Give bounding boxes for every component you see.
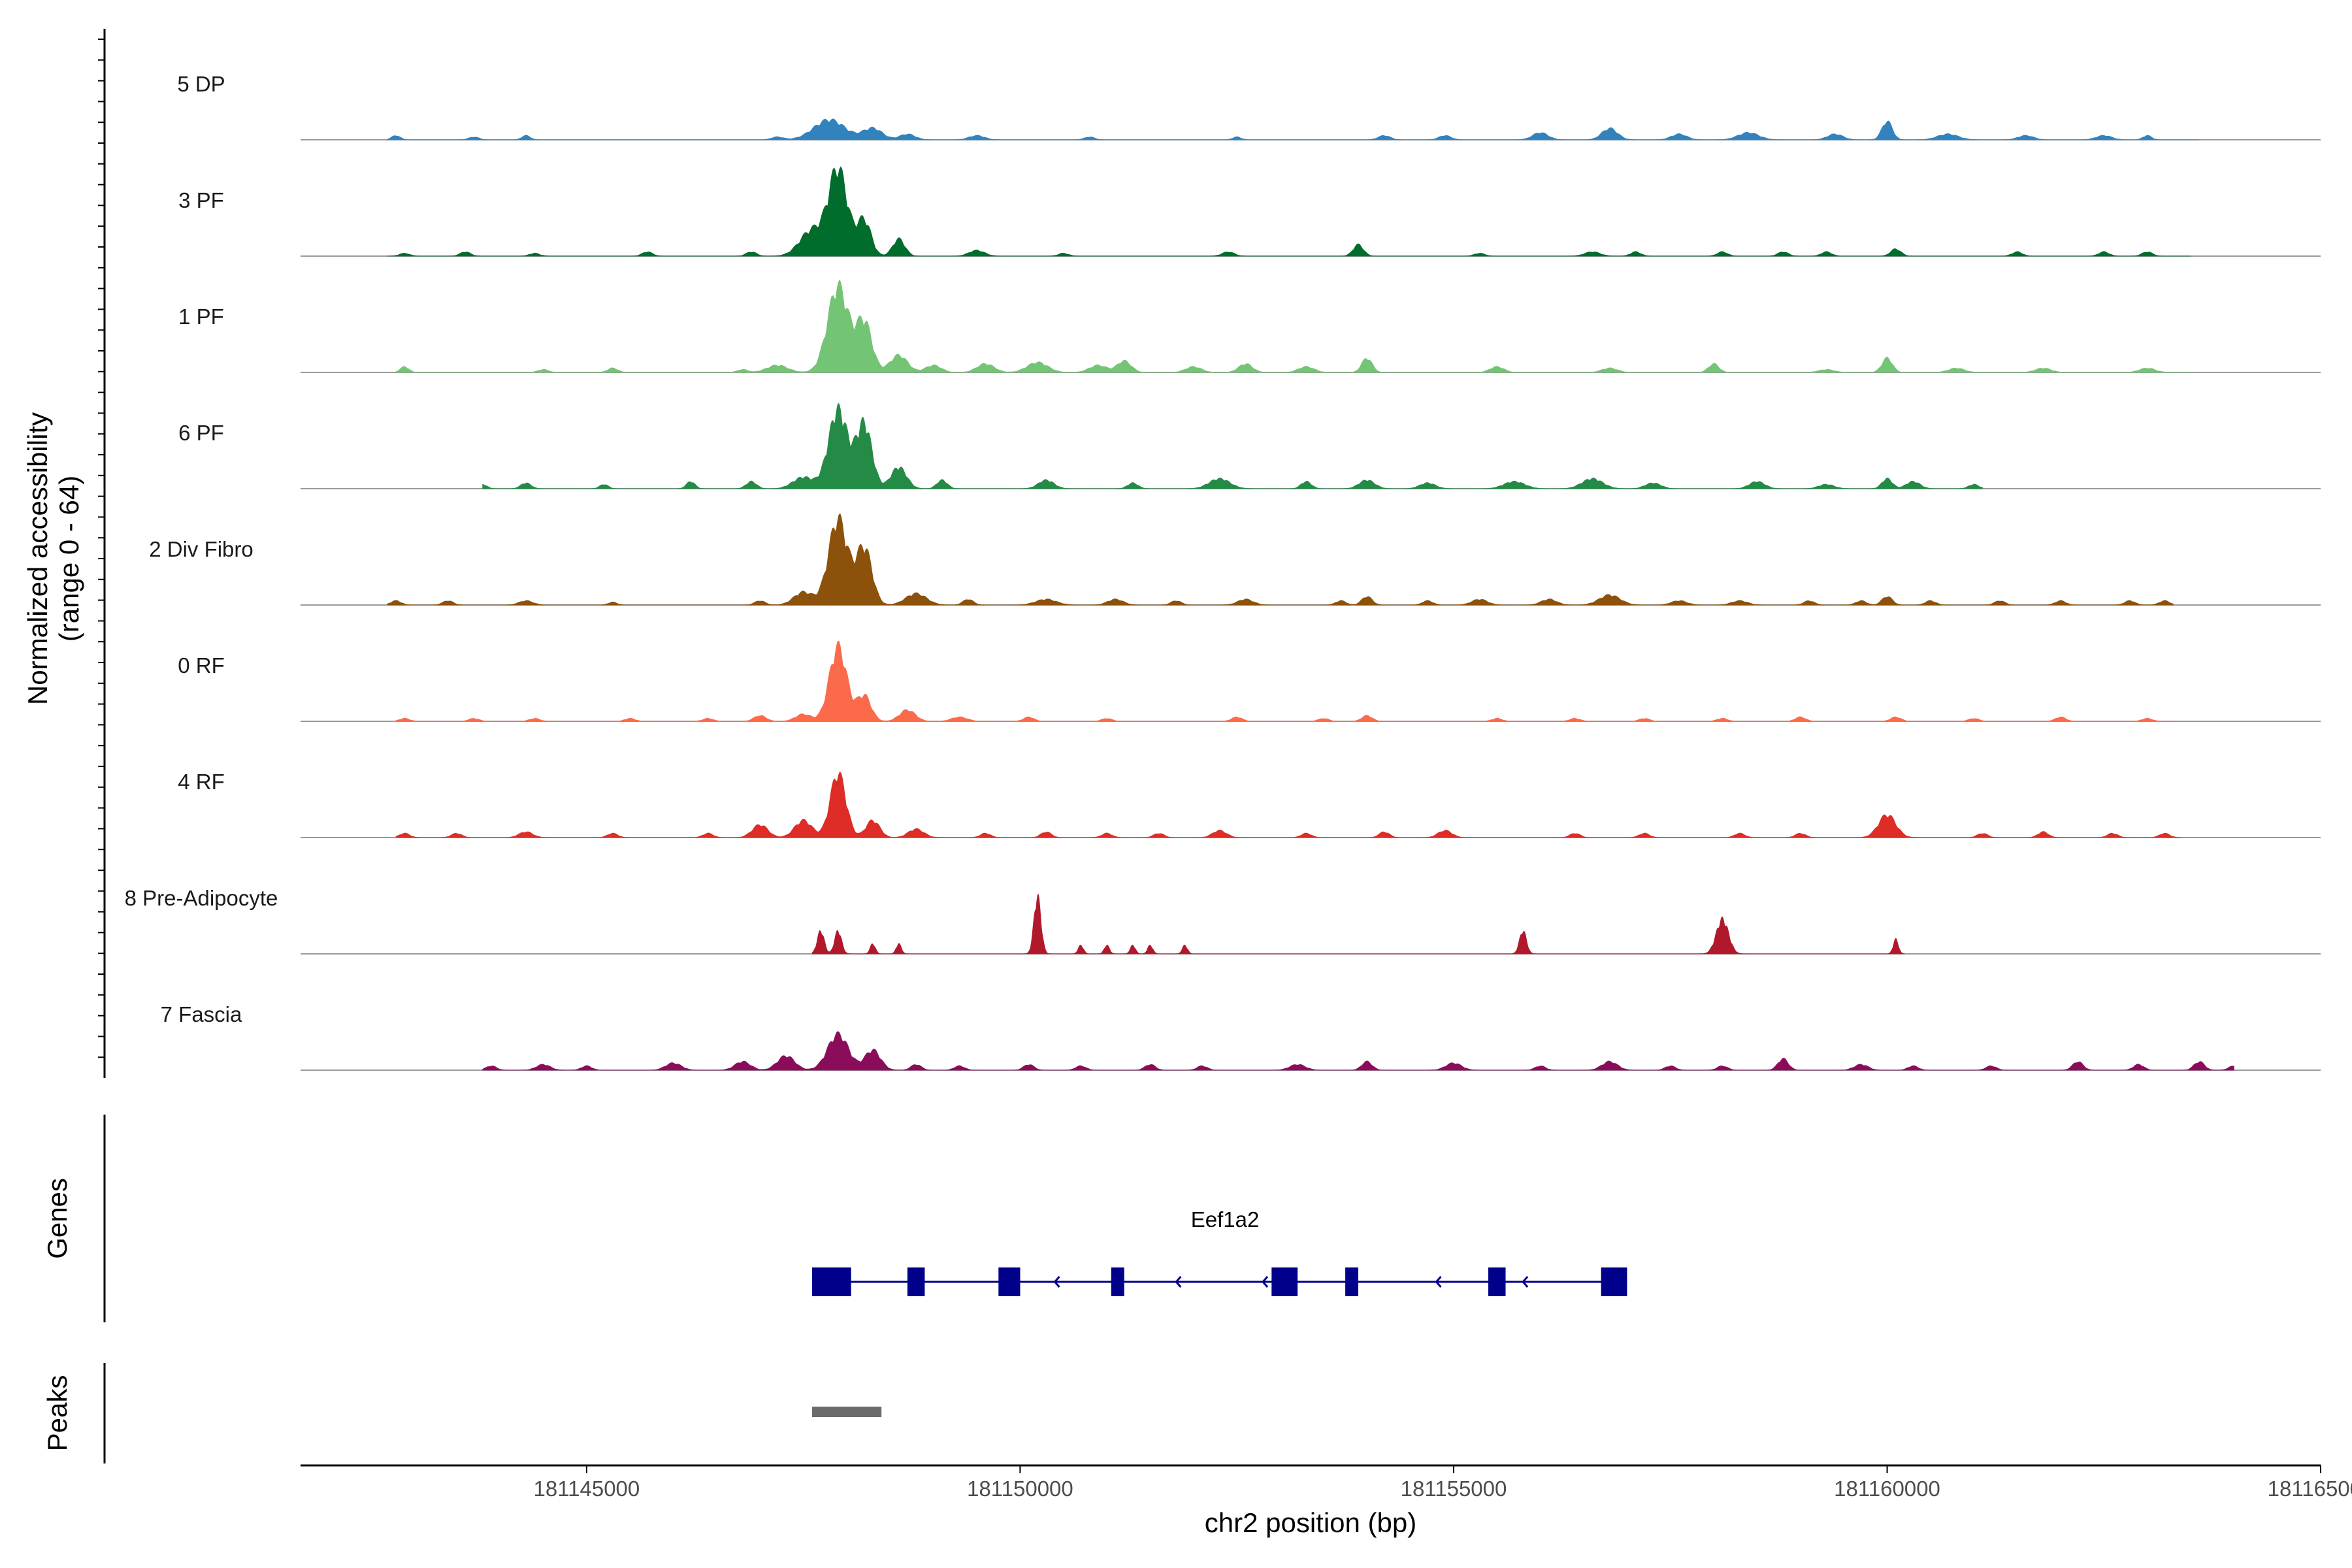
x-tick-label: 181165000 (2268, 1477, 2352, 1501)
x-tick-label: 181160000 (1834, 1477, 1940, 1501)
track-label: 3 PF (178, 188, 224, 212)
track-3: 1 PF (178, 279, 2321, 373)
gene-exon (1271, 1267, 1298, 1296)
coverage-area (811, 894, 1905, 955)
peaks-axis-title: Peaks (42, 1375, 73, 1452)
x-tick-label: 181150000 (967, 1477, 1073, 1501)
gene-exon (1601, 1267, 1627, 1296)
gene-exon (907, 1267, 925, 1296)
x-tick-label: 181145000 (534, 1477, 640, 1501)
track-5: 2 Div Fibro (149, 513, 2321, 606)
track-label: 7 Fascia (161, 1002, 242, 1026)
track-8: 8 Pre-Adipocyte (125, 886, 2321, 955)
gene-exon (1345, 1267, 1358, 1296)
y-axis-title-line1: Normalized accessibility (22, 412, 53, 705)
x-axis-ticks: 181145000 181150000 181155000 181160000 1811… (534, 1465, 2352, 1501)
tracks-layer: 5 DP 3 PF 1 PF 6 PF 2 Div Fibro 0 RF 4 RF 8 Pre… (125, 72, 2321, 1071)
track-label: 8 Pre-Adipocyte (125, 886, 278, 910)
coverage-area (387, 513, 2174, 606)
coverage-y-axis-ticks (98, 39, 105, 1058)
track-6: 0 RF (178, 640, 2321, 722)
track-1: 5 DP (177, 72, 2321, 140)
gene-strand-arrow (1053, 1276, 1060, 1288)
peak-region (812, 1407, 882, 1417)
gene-exon (998, 1267, 1021, 1296)
gene-strand-arrow (1175, 1276, 1182, 1288)
track-label: 0 RF (178, 653, 225, 678)
gene-strand-arrow (1522, 1276, 1529, 1288)
peaks-track (812, 1407, 882, 1417)
gene-exon (1111, 1267, 1124, 1296)
gene-strand-arrow (1262, 1276, 1269, 1288)
coverage-area (387, 118, 2200, 140)
track-7: 4 RF (178, 770, 2321, 838)
x-axis-title: chr2 position (bp) (1205, 1507, 1417, 1538)
track-label: 1 PF (178, 304, 224, 329)
track-label: 6 PF (178, 421, 224, 445)
y-axis-title-line2: (range 0 - 64) (54, 476, 84, 642)
track-2: 3 PF (178, 166, 2321, 257)
x-tick-label: 181155000 (1401, 1477, 1507, 1501)
coverage-area (387, 166, 2191, 257)
track-4: 6 PF (178, 402, 2321, 489)
track-label: 4 RF (178, 770, 225, 794)
coverage-area (482, 1031, 2234, 1071)
coverage-area (395, 771, 2182, 838)
gene-model (811, 1267, 1627, 1296)
gene-name-label: Eef1a2 (1191, 1207, 1260, 1232)
genes-axis-title: Genes (42, 1178, 73, 1259)
coverage-area (395, 279, 2191, 373)
gene-strand-arrow (1435, 1276, 1442, 1288)
gene-exon (1488, 1267, 1506, 1296)
track-label: 5 DP (177, 72, 225, 96)
track-label: 2 Div Fibro (149, 537, 253, 561)
coverage-area (395, 640, 2174, 722)
gene-exon (812, 1267, 851, 1296)
coverage-area (482, 402, 1983, 489)
track-9: 7 Fascia (161, 1002, 2321, 1071)
